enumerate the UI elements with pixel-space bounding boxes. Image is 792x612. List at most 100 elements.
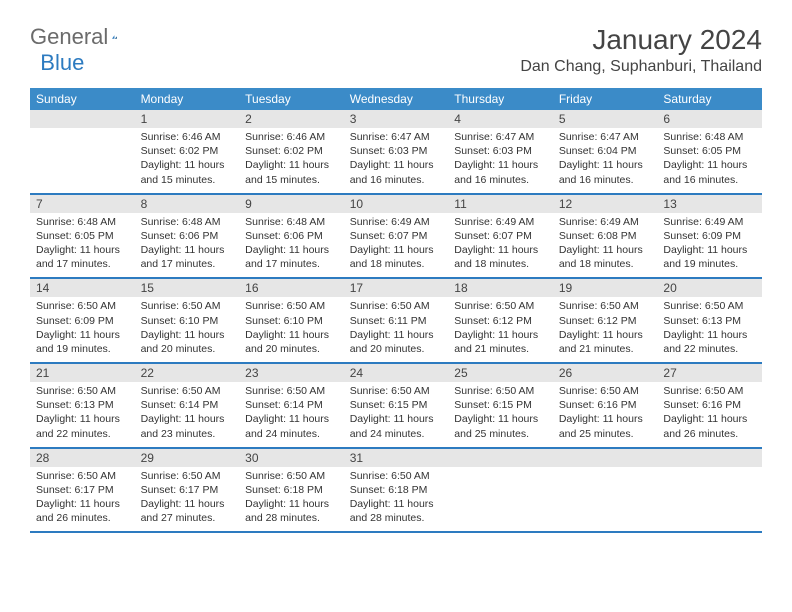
cell-body: Sunrise: 6:50 AMSunset: 6:12 PMDaylight:…: [553, 297, 658, 356]
cell-body: Sunrise: 6:48 AMSunset: 6:06 PMDaylight:…: [239, 213, 344, 272]
cell-body: Sunrise: 6:50 AMSunset: 6:10 PMDaylight:…: [135, 297, 240, 356]
cell-line: Daylight: 11 hours and 17 minutes.: [36, 243, 129, 271]
cell-line: Daylight: 11 hours and 21 minutes.: [454, 328, 547, 356]
cell-body: Sunrise: 6:49 AMSunset: 6:07 PMDaylight:…: [448, 213, 553, 272]
cell-body: Sunrise: 6:50 AMSunset: 6:11 PMDaylight:…: [344, 297, 449, 356]
cell-line: Daylight: 11 hours and 24 minutes.: [245, 412, 338, 440]
cell-line: Daylight: 11 hours and 19 minutes.: [663, 243, 756, 271]
cell-body: [448, 467, 553, 469]
cell-body: Sunrise: 6:47 AMSunset: 6:04 PMDaylight:…: [553, 128, 658, 187]
cell-body: Sunrise: 6:49 AMSunset: 6:09 PMDaylight:…: [657, 213, 762, 272]
calendar-cell: 31Sunrise: 6:50 AMSunset: 6:18 PMDayligh…: [344, 449, 449, 532]
cell-line: Sunset: 6:03 PM: [350, 144, 443, 158]
cell-body: [657, 467, 762, 469]
cell-line: Sunrise: 6:50 AM: [559, 384, 652, 398]
cell-body: Sunrise: 6:48 AMSunset: 6:05 PMDaylight:…: [30, 213, 135, 272]
calendar-cell: 11Sunrise: 6:49 AMSunset: 6:07 PMDayligh…: [448, 195, 553, 278]
cell-line: Sunrise: 6:50 AM: [663, 384, 756, 398]
cell-line: Sunrise: 6:50 AM: [36, 469, 129, 483]
calendar-cell: [30, 110, 135, 193]
cell-line: Sunset: 6:16 PM: [663, 398, 756, 412]
cell-line: Sunset: 6:07 PM: [350, 229, 443, 243]
cell-line: Daylight: 11 hours and 24 minutes.: [350, 412, 443, 440]
day-number: 12: [553, 195, 658, 213]
calendar-cell: 16Sunrise: 6:50 AMSunset: 6:10 PMDayligh…: [239, 279, 344, 362]
cell-body: Sunrise: 6:50 AMSunset: 6:18 PMDaylight:…: [344, 467, 449, 526]
week-row: 1Sunrise: 6:46 AMSunset: 6:02 PMDaylight…: [30, 110, 762, 195]
day-number: [553, 449, 658, 467]
cell-body: Sunrise: 6:50 AMSunset: 6:13 PMDaylight:…: [657, 297, 762, 356]
day-number: 10: [344, 195, 449, 213]
cell-line: Daylight: 11 hours and 23 minutes.: [141, 412, 234, 440]
title-block: January 2024 Dan Chang, Suphanburi, Thai…: [520, 24, 762, 76]
cell-line: Sunrise: 6:50 AM: [350, 384, 443, 398]
calendar-cell: 13Sunrise: 6:49 AMSunset: 6:09 PMDayligh…: [657, 195, 762, 278]
day-number: 3: [344, 110, 449, 128]
day-number: 13: [657, 195, 762, 213]
calendar-cell: 30Sunrise: 6:50 AMSunset: 6:18 PMDayligh…: [239, 449, 344, 532]
cell-line: Daylight: 11 hours and 18 minutes.: [350, 243, 443, 271]
calendar-cell: 9Sunrise: 6:48 AMSunset: 6:06 PMDaylight…: [239, 195, 344, 278]
cell-line: Sunset: 6:17 PM: [141, 483, 234, 497]
cell-line: Sunrise: 6:50 AM: [350, 299, 443, 313]
day-header-row: Sunday Monday Tuesday Wednesday Thursday…: [30, 88, 762, 110]
day-number: 22: [135, 364, 240, 382]
cell-line: Sunrise: 6:50 AM: [245, 299, 338, 313]
logo-blue: Blue: [40, 50, 84, 76]
cell-body: Sunrise: 6:48 AMSunset: 6:05 PMDaylight:…: [657, 128, 762, 187]
cell-line: Sunset: 6:13 PM: [36, 398, 129, 412]
cell-line: Daylight: 11 hours and 17 minutes.: [141, 243, 234, 271]
cell-line: Sunset: 6:12 PM: [454, 314, 547, 328]
cell-body: Sunrise: 6:50 AMSunset: 6:16 PMDaylight:…: [657, 382, 762, 441]
day-number: [657, 449, 762, 467]
cell-line: Daylight: 11 hours and 28 minutes.: [350, 497, 443, 525]
cell-line: Sunrise: 6:48 AM: [36, 215, 129, 229]
cell-line: Daylight: 11 hours and 20 minutes.: [350, 328, 443, 356]
cell-line: Sunrise: 6:50 AM: [454, 384, 547, 398]
cell-line: Sunrise: 6:50 AM: [36, 299, 129, 313]
cell-body: Sunrise: 6:46 AMSunset: 6:02 PMDaylight:…: [135, 128, 240, 187]
cell-line: Sunrise: 6:50 AM: [141, 384, 234, 398]
cell-line: Sunset: 6:06 PM: [141, 229, 234, 243]
cell-line: Sunrise: 6:47 AM: [454, 130, 547, 144]
cell-body: Sunrise: 6:50 AMSunset: 6:16 PMDaylight:…: [553, 382, 658, 441]
cell-line: Sunset: 6:13 PM: [663, 314, 756, 328]
cell-body: Sunrise: 6:50 AMSunset: 6:15 PMDaylight:…: [344, 382, 449, 441]
day-number: 8: [135, 195, 240, 213]
cell-body: Sunrise: 6:50 AMSunset: 6:14 PMDaylight:…: [239, 382, 344, 441]
calendar-cell: 1Sunrise: 6:46 AMSunset: 6:02 PMDaylight…: [135, 110, 240, 193]
cell-body: Sunrise: 6:47 AMSunset: 6:03 PMDaylight:…: [448, 128, 553, 187]
day-number: 5: [553, 110, 658, 128]
cell-line: Sunset: 6:12 PM: [559, 314, 652, 328]
cell-line: Daylight: 11 hours and 21 minutes.: [559, 328, 652, 356]
cell-line: Sunrise: 6:48 AM: [663, 130, 756, 144]
cell-body: Sunrise: 6:50 AMSunset: 6:17 PMDaylight:…: [135, 467, 240, 526]
cell-line: Sunset: 6:10 PM: [245, 314, 338, 328]
cell-line: Sunset: 6:09 PM: [663, 229, 756, 243]
cell-line: Sunset: 6:04 PM: [559, 144, 652, 158]
cell-line: Sunset: 6:10 PM: [141, 314, 234, 328]
week-row: 14Sunrise: 6:50 AMSunset: 6:09 PMDayligh…: [30, 279, 762, 364]
cell-line: Sunset: 6:02 PM: [245, 144, 338, 158]
cell-line: Daylight: 11 hours and 22 minutes.: [36, 412, 129, 440]
week-row: 7Sunrise: 6:48 AMSunset: 6:05 PMDaylight…: [30, 195, 762, 280]
cell-body: Sunrise: 6:46 AMSunset: 6:02 PMDaylight:…: [239, 128, 344, 187]
cell-line: Sunrise: 6:49 AM: [454, 215, 547, 229]
cell-body: Sunrise: 6:48 AMSunset: 6:06 PMDaylight:…: [135, 213, 240, 272]
calendar-cell: 21Sunrise: 6:50 AMSunset: 6:13 PMDayligh…: [30, 364, 135, 447]
cell-line: Daylight: 11 hours and 20 minutes.: [245, 328, 338, 356]
cell-line: Sunset: 6:14 PM: [245, 398, 338, 412]
calendar-cell: 22Sunrise: 6:50 AMSunset: 6:14 PMDayligh…: [135, 364, 240, 447]
day-number: 15: [135, 279, 240, 297]
cell-line: Sunset: 6:06 PM: [245, 229, 338, 243]
day-number: 24: [344, 364, 449, 382]
day-number: 7: [30, 195, 135, 213]
cell-line: Daylight: 11 hours and 26 minutes.: [36, 497, 129, 525]
cell-body: Sunrise: 6:50 AMSunset: 6:17 PMDaylight:…: [30, 467, 135, 526]
calendar-cell: 19Sunrise: 6:50 AMSunset: 6:12 PMDayligh…: [553, 279, 658, 362]
cell-line: Sunrise: 6:50 AM: [559, 299, 652, 313]
cell-line: Sunrise: 6:46 AM: [141, 130, 234, 144]
day-header-friday: Friday: [553, 88, 658, 110]
cell-line: Sunset: 6:15 PM: [350, 398, 443, 412]
day-number: 18: [448, 279, 553, 297]
